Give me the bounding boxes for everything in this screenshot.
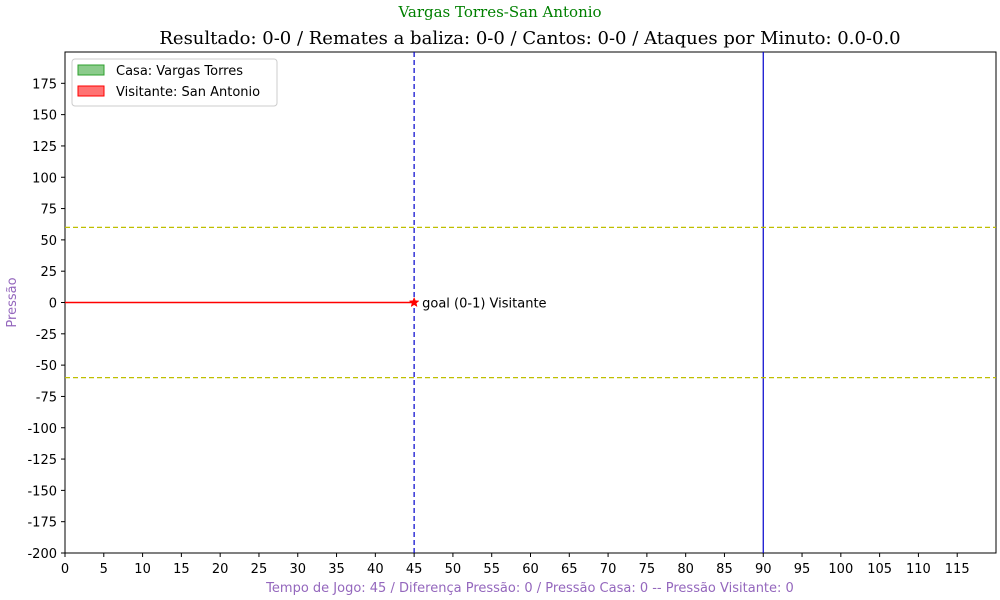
y-tick-label: -125 [27, 453, 57, 468]
x-tick-label: 10 [134, 562, 151, 577]
plot-area: goal (0-1) Visitante [64, 51, 997, 554]
goal-annotation-label: goal (0-1) Visitante [422, 297, 546, 312]
x-tick-label: 40 [367, 562, 384, 577]
y-tick-label: 175 [32, 77, 57, 92]
y-tick-label: 0 [49, 297, 57, 312]
y-tick-label: 150 [32, 109, 57, 124]
x-tick-label: 95 [794, 562, 811, 577]
y-tick-label: -175 [27, 516, 57, 531]
y-tick-label: -150 [27, 484, 57, 499]
x-tick-label: 0 [61, 562, 69, 577]
x-axis-label: Tempo de Jogo: 45 / Diferença Pressão: 0… [265, 581, 794, 596]
goal-star-marker [408, 296, 420, 308]
x-tick-label: 50 [445, 562, 462, 577]
x-tick-label: 70 [600, 562, 617, 577]
y-tick-label: -100 [27, 422, 57, 437]
x-tick-label: 25 [251, 562, 268, 577]
x-tick-label: 45 [406, 562, 423, 577]
reference-lines [65, 52, 996, 553]
y-tick-label: -50 [36, 359, 57, 374]
x-tick-label: 105 [867, 562, 892, 577]
y-tick-label: 100 [32, 171, 57, 186]
legend-swatch-visitante [77, 85, 105, 97]
legend-label-casa: Casa: Vargas Torres [116, 64, 243, 79]
y-tick-label: -25 [36, 328, 57, 343]
y-tick-label: 25 [40, 265, 57, 280]
y-tick-label: -75 [36, 390, 57, 405]
legend-swatch-casa [77, 64, 105, 76]
chart-legend: Casa: Vargas Torres Visitante: San Anton… [71, 58, 278, 107]
y-tick-label: 75 [40, 203, 57, 218]
legend-frame [71, 58, 278, 107]
y-axis-ticks: -200 -175 -150 -125 -100 -75 -50 -25 0 25 50 75 100 1… [27, 77, 65, 562]
legend-label-visitante: Visitante: San Antonio [116, 85, 260, 100]
annotations: goal (0-1) Visitante [408, 296, 547, 312]
x-tick-label: 30 [289, 562, 306, 577]
x-tick-label: 75 [639, 562, 656, 577]
x-tick-label: 65 [561, 562, 578, 577]
x-tick-label: 60 [522, 562, 539, 577]
x-tick-label: 85 [716, 562, 733, 577]
x-tick-label: 55 [483, 562, 500, 577]
y-tick-label: 50 [40, 234, 57, 249]
x-tick-label: 5 [100, 562, 108, 577]
chart-title: Resultado: 0-0 / Remates a baliza: 0-0 /… [159, 28, 900, 49]
y-tick-label: -200 [27, 547, 57, 562]
x-tick-label: 100 [828, 562, 853, 577]
y-axis-label: Pressão [5, 277, 20, 327]
x-tick-label: 35 [328, 562, 345, 577]
x-tick-label: 115 [945, 562, 970, 577]
y-tick-label: 125 [32, 140, 57, 155]
x-tick-label: 15 [173, 562, 190, 577]
x-tick-label: 110 [906, 562, 931, 577]
x-tick-label: 90 [755, 562, 772, 577]
x-tick-label: 80 [677, 562, 694, 577]
chart-suptitle: Vargas Torres-San Antonio [397, 3, 601, 21]
x-axis-ticks: 0 5 10 15 20 25 30 35 40 45 50 55 60 65 70 75 80 85 90 95 10… [61, 553, 970, 577]
x-tick-label: 20 [212, 562, 229, 577]
